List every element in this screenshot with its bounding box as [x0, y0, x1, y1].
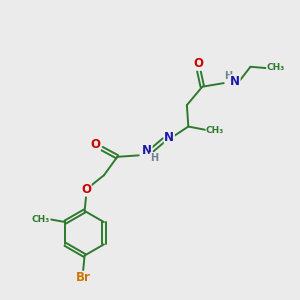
Text: O: O: [194, 57, 204, 70]
Text: H: H: [150, 153, 158, 163]
Text: O: O: [90, 138, 100, 151]
Text: CH₃: CH₃: [32, 214, 50, 224]
Text: Br: Br: [76, 271, 91, 284]
Text: N: N: [142, 143, 152, 157]
Text: CH₃: CH₃: [267, 64, 285, 73]
Text: O: O: [81, 183, 91, 196]
Text: N: N: [164, 131, 174, 144]
Text: CH₃: CH₃: [206, 126, 224, 135]
Text: N: N: [230, 75, 240, 88]
Text: H: H: [224, 71, 232, 81]
